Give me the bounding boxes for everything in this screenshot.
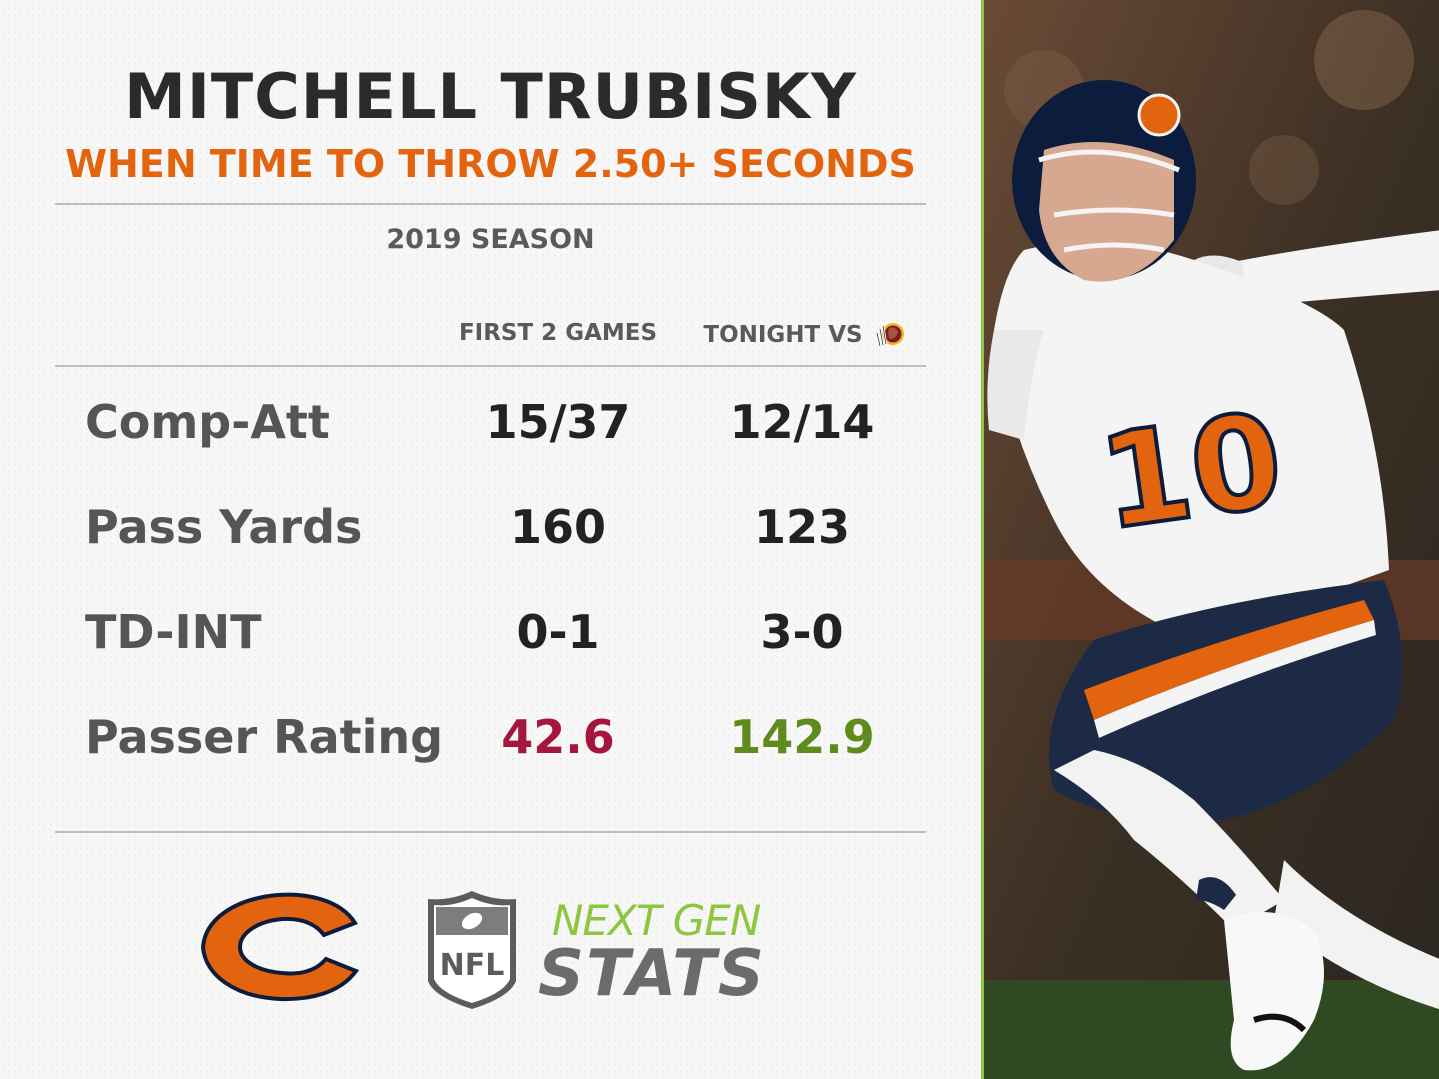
ngs-line-next-gen: NEXT GEN	[552, 896, 761, 945]
next-gen-stats-logo: NEXT GEN STATS	[538, 896, 766, 1011]
divider-header	[55, 365, 926, 367]
row-label-pass-yards: Pass Yards	[85, 500, 363, 554]
row-label-passer-rating: Passer Rating	[85, 710, 444, 764]
season-label: 2019 SEASON	[386, 224, 595, 255]
bears-c-logo-icon	[200, 892, 360, 1002]
passer-rating-first-2-games: 42.6	[501, 710, 615, 764]
td-int-tonight: 3-0	[760, 605, 844, 659]
passer-rating-tonight: 142.9	[729, 710, 875, 764]
stats-panel: MITCHELL TRUBISKY WHEN TIME TO THROW 2.5…	[0, 0, 981, 1079]
redskins-logo-icon	[875, 323, 904, 347]
pass-yards-tonight: 123	[753, 500, 851, 554]
td-int-first-2-games: 0-1	[516, 605, 600, 659]
divider-top	[55, 203, 926, 205]
column-header-tonight: TONIGHT VS	[690, 318, 920, 352]
row-label-comp-att: Comp-Att	[85, 395, 330, 449]
nfl-shield-text: NFL	[440, 948, 505, 983]
player-illustration: 10	[984, 0, 1439, 1079]
ngs-line-stats: STATS	[538, 937, 766, 1011]
comp-att-first-2-games: 15/37	[485, 395, 631, 449]
stat-condition-subtitle: WHEN TIME TO THROW 2.50+ SECONDS	[65, 142, 916, 186]
column-header-tonight-label: TONIGHT VS	[703, 322, 863, 348]
player-photo: 10	[981, 0, 1439, 1079]
pass-yards-first-2-games: 160	[509, 500, 607, 554]
column-header-first-2-games: FIRST 2 GAMES	[458, 320, 658, 346]
row-label-td-int: TD-INT	[85, 605, 262, 659]
jersey-number: 10	[1091, 383, 1291, 559]
player-name-title: MITCHELL TRUBISKY	[124, 60, 857, 133]
comp-att-tonight: 12/14	[729, 395, 875, 449]
nfl-shield-logo-icon: NFL	[428, 891, 516, 1009]
footer-logos: NFL NEXT GEN STATS	[200, 891, 766, 1011]
divider-bottom	[55, 831, 926, 833]
